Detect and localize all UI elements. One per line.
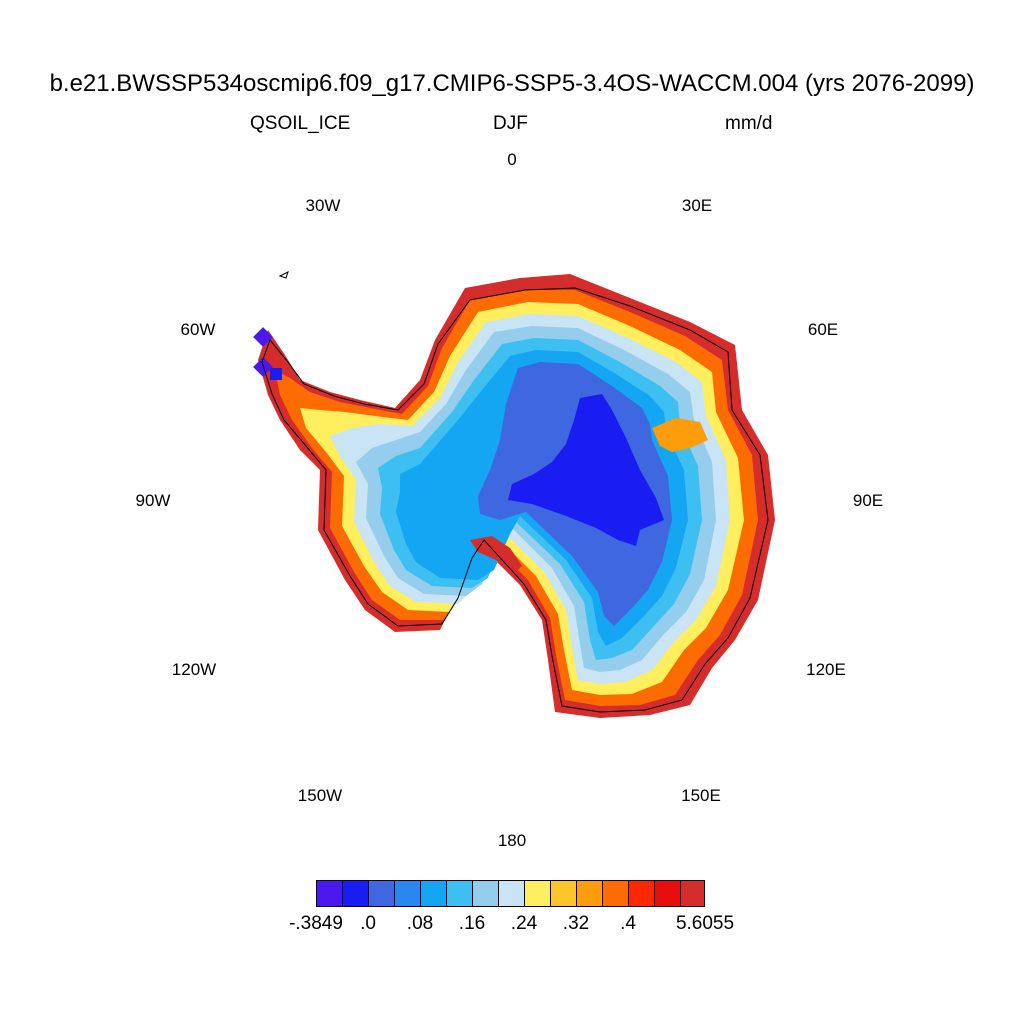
colorbar-label-16: .16 — [458, 913, 486, 934]
season-label: DJF — [493, 113, 528, 134]
colorbar-swatch-8 — [498, 880, 525, 907]
lon-label-30e: 30E — [681, 196, 713, 215]
colorbar-label-24: .24 — [510, 913, 538, 934]
lon-label-120w: 120W — [171, 660, 217, 679]
lon-label-180: 180 — [497, 831, 527, 850]
field-band-core — [508, 394, 664, 546]
colorbar-swatch-10 — [550, 880, 577, 907]
colorbar-swatch-6 — [446, 880, 473, 907]
colorbar-label-0: .0 — [360, 913, 376, 934]
lon-label-120e: 120E — [806, 660, 846, 679]
lon-label-150e: 150E — [681, 786, 721, 805]
lon-label-30w: 30W — [305, 196, 341, 215]
coastline — [261, 287, 769, 713]
lon-label-150w: 150W — [297, 786, 343, 805]
colorbar-label-4: .4 — [620, 913, 636, 934]
peninsula-negative-cell — [253, 327, 273, 347]
peninsula-negative-cell-2 — [253, 357, 273, 377]
colorbar-swatch-11 — [576, 880, 603, 907]
colorbar-swatch-4 — [394, 880, 421, 907]
colorbar-swatch-15 — [680, 880, 705, 907]
colorbar-swatch-2 — [342, 880, 369, 907]
colorbar-swatch-7 — [472, 880, 499, 907]
lon-label-0: 0 — [507, 150, 517, 169]
shaded-field — [253, 274, 775, 718]
colorbar-label-32: .32 — [562, 913, 590, 934]
figure-title: b.e21.BWSSP534oscmip6.f09_g17.CMIP6-SSP5… — [49, 70, 975, 97]
lon-label-90e: 90E — [852, 491, 884, 510]
colorbar-swatch-5 — [420, 880, 447, 907]
colorbar-label-08: .08 — [406, 913, 434, 934]
lon-label-60e: 60E — [807, 320, 839, 339]
lon-label-60w: 60W — [180, 320, 216, 339]
lon-label-90w: 90W — [135, 491, 171, 510]
colorbar-swatch-12 — [602, 880, 629, 907]
peninsula-cell-blue — [270, 368, 282, 380]
variable-label: QSOIL_ICE — [250, 113, 351, 134]
colorbar-swatch-3 — [368, 880, 395, 907]
colorbar-swatch-14 — [654, 880, 681, 907]
island-outline — [278, 271, 289, 279]
colorbar-label-max: 5.6055 — [675, 913, 735, 934]
amery-inlet-field — [652, 418, 708, 452]
colorbar-label-min: -.3849 — [289, 913, 343, 934]
ross-inlet-field — [470, 536, 522, 574]
colorbar-swatch-13 — [628, 880, 655, 907]
units-label: mm/d — [725, 113, 773, 134]
colorbar-swatch-1 — [316, 880, 343, 907]
colorbar-swatch-9 — [524, 880, 551, 907]
